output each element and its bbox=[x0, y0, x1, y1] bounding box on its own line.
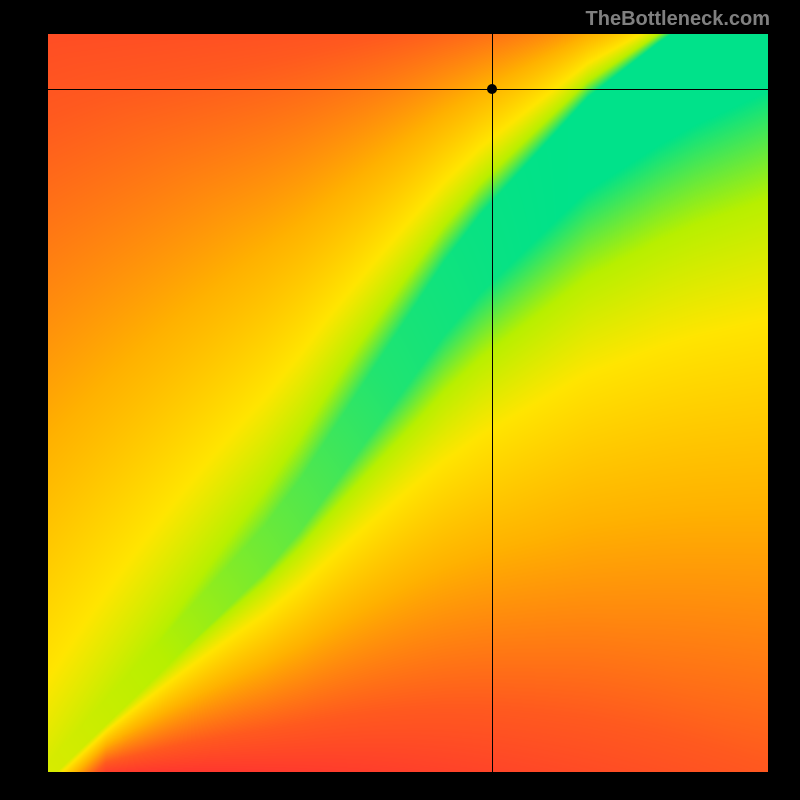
crosshair-horizontal bbox=[48, 89, 768, 90]
crosshair-vertical bbox=[492, 34, 493, 772]
watermark-text: TheBottleneck.com bbox=[586, 8, 770, 31]
heatmap-canvas bbox=[48, 34, 768, 772]
bottleneck-heatmap bbox=[48, 34, 768, 772]
crosshair-marker bbox=[487, 84, 497, 94]
